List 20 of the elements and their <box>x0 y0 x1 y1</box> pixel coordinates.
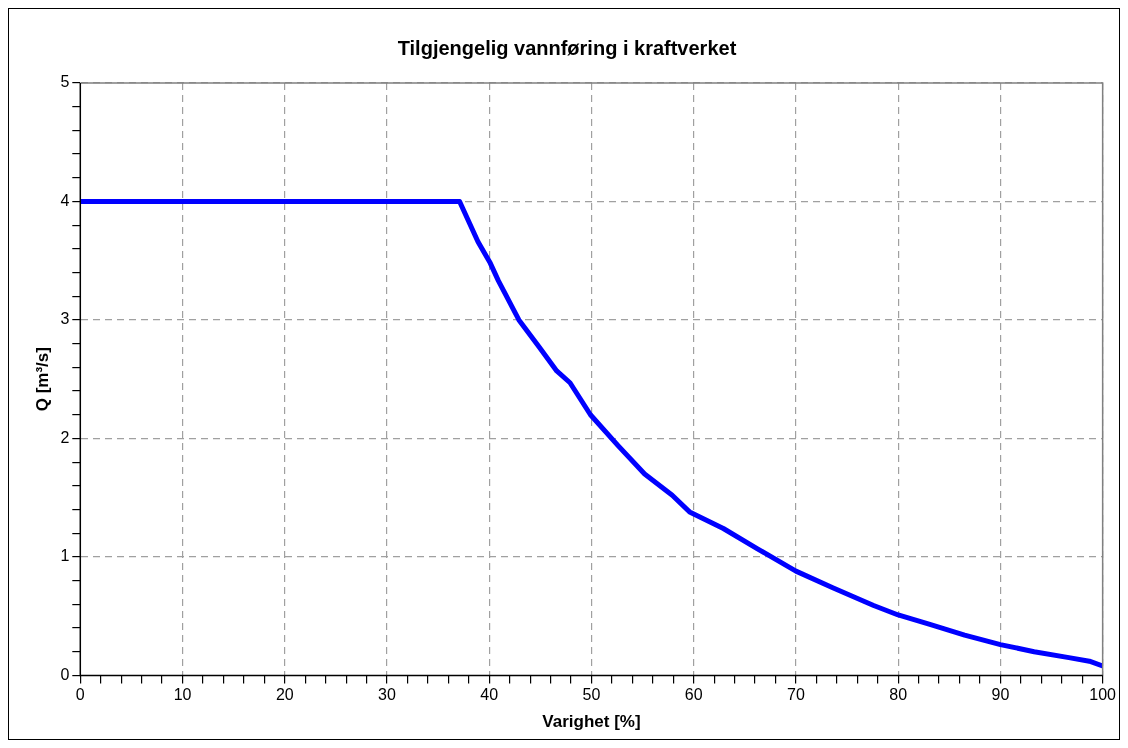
x-tick-label: 100 <box>1089 686 1117 704</box>
y-axis-title: Q [m³/s] <box>32 347 52 412</box>
x-axis-title: Varighet [%] <box>542 712 641 732</box>
x-tick-label: 40 <box>480 686 499 704</box>
x-tick-label: 90 <box>991 686 1010 704</box>
x-tick-label: 20 <box>275 686 294 704</box>
x-tick-label: 30 <box>378 686 396 704</box>
x-tick-label: 0 <box>75 686 85 704</box>
y-tick-label: 3 <box>60 310 70 328</box>
y-tick-label: 5 <box>60 73 70 91</box>
y-tick-label: 4 <box>60 191 70 209</box>
x-tick-label: 80 <box>889 686 908 704</box>
y-tick-label: 0 <box>60 665 70 683</box>
x-tick-label: 50 <box>582 686 601 704</box>
x-tick-label: 10 <box>173 686 192 704</box>
x-tick-label: 60 <box>684 686 703 704</box>
y-tick-label: 1 <box>60 547 70 565</box>
x-tick-label: 70 <box>787 686 805 704</box>
y-tick-label: 2 <box>60 428 70 446</box>
chart-title: Tilgjengelig vannføring i kraftverket <box>397 36 737 59</box>
